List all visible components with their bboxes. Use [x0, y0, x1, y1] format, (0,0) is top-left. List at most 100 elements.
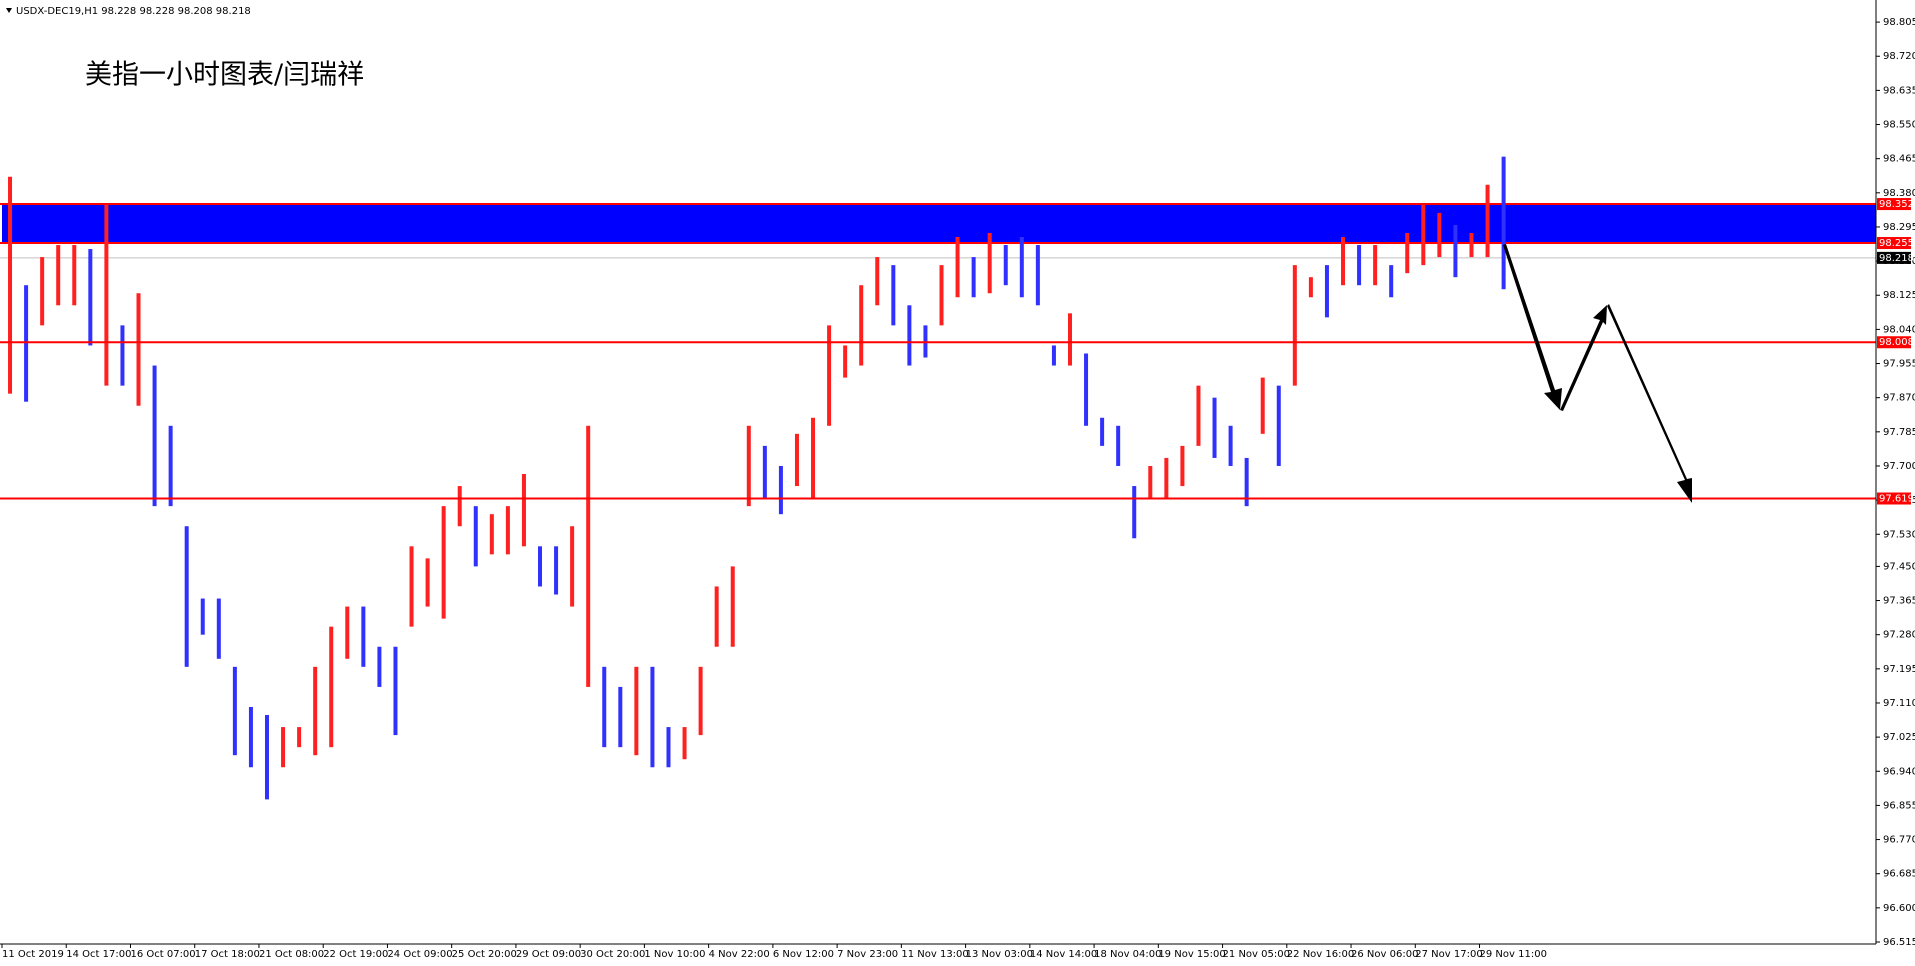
price-bar [1485, 184, 1490, 258]
price-bar [1244, 457, 1249, 507]
forecast-arrows [1503, 244, 1692, 503]
price-bar [441, 506, 446, 619]
x-tick-label: 26 Nov 06:00 [1351, 949, 1418, 960]
level-tag: 98.008 [1879, 337, 1914, 348]
price-bar [971, 257, 976, 298]
y-tick-label: 98.465 [1883, 154, 1915, 165]
menu-triangle[interactable] [6, 8, 12, 13]
price-bar [152, 365, 157, 507]
price-bar [698, 666, 703, 736]
price-bar [586, 425, 591, 687]
price-bar [1180, 445, 1185, 487]
price-bar [794, 433, 799, 487]
y-tick-label: 97.450 [1883, 561, 1915, 572]
price-bar [313, 666, 318, 756]
price-bar [329, 626, 334, 748]
price-bar [1341, 236, 1346, 286]
price-bar [682, 727, 687, 760]
y-tick-label: 96.770 [1883, 835, 1915, 846]
x-tick-label: 11 Nov 13:00 [901, 949, 968, 960]
y-tick-label: 97.280 [1883, 630, 1915, 641]
price-bar [361, 606, 366, 667]
price-tag-bg [1877, 237, 1911, 250]
price-bar [1308, 277, 1313, 298]
y-tick-label: 96.940 [1883, 766, 1915, 777]
price-bar [891, 265, 896, 326]
level-tag-bg [1877, 492, 1911, 505]
price-bar [602, 666, 607, 748]
price-bar [1116, 425, 1121, 466]
price-bar [1019, 236, 1024, 298]
price-bar [136, 293, 141, 406]
price-bar [1405, 232, 1410, 274]
y-tick-label: 98.125 [1883, 290, 1915, 301]
x-tick-label: 13 Nov 03:00 [966, 949, 1033, 960]
y-tick-label: 98.380 [1883, 188, 1915, 199]
price-bar [1132, 486, 1137, 539]
price-bar [232, 666, 237, 756]
price-tag-bg [1877, 198, 1911, 211]
y-tick-label: 97.870 [1883, 393, 1915, 404]
price-bar [939, 265, 944, 326]
price-bar [1357, 245, 1362, 286]
price-bar [843, 345, 848, 378]
price-bar [281, 727, 286, 768]
price-bar [762, 445, 767, 499]
price-tag: 98.218 [1879, 253, 1914, 264]
x-tick-label: 11 Oct 2019 [2, 949, 64, 960]
y-tick-label: 98.720 [1883, 51, 1915, 62]
x-tick-label: 14 Oct 17:00 [66, 949, 131, 960]
price-bar [1164, 457, 1169, 499]
x-tick-label: 7 Nov 23:00 [837, 949, 898, 960]
x-tick-label: 30 Oct 20:00 [580, 949, 645, 960]
price-bar [56, 245, 61, 306]
x-tick-label: 25 Oct 20:00 [452, 949, 517, 960]
y-tick-label: 96.600 [1883, 903, 1915, 914]
y-tick-label: 96.685 [1883, 869, 1915, 880]
y-tick-label: 98.040 [1883, 324, 1915, 335]
price-bar [457, 486, 462, 527]
price-bar [1276, 385, 1281, 466]
y-tick-label: 98.295 [1883, 222, 1915, 233]
price-bar [1228, 425, 1233, 466]
x-tick-label: 22 Nov 16:00 [1287, 949, 1354, 960]
price-bar [859, 285, 864, 366]
y-tick-label: 97.785 [1883, 427, 1915, 438]
price-tag-bg [1877, 251, 1911, 264]
y-tick-label: 98.805 [1883, 17, 1915, 28]
price-bar [618, 686, 623, 748]
price-bar [1100, 417, 1105, 446]
plot [0, 156, 1876, 800]
arrow [1560, 305, 1607, 411]
y-tick-label: 98.550 [1883, 120, 1915, 131]
x-tick-label: 21 Nov 05:00 [1223, 949, 1290, 960]
x-tick-label: 19 Nov 15:00 [1158, 949, 1225, 960]
price-bar [907, 305, 912, 366]
price-bar [1260, 377, 1265, 434]
price-bar [473, 506, 478, 567]
price-bar [1035, 245, 1040, 306]
price-bar [1212, 397, 1217, 458]
price-bar [778, 465, 783, 515]
chart-title: 美指一小时图表/闫瑞祥 [85, 60, 364, 91]
price-tag: 98.352 [1879, 199, 1914, 210]
arrow [1607, 304, 1692, 503]
price-bar [1437, 212, 1442, 258]
y-tick-label: 97.955 [1883, 359, 1915, 370]
price-bar [168, 425, 173, 507]
x-tick-label: 6 Nov 12:00 [773, 949, 834, 960]
price-bar [538, 546, 543, 587]
price-bar [425, 558, 430, 607]
resistance-zone [2, 204, 1876, 244]
price-bar [40, 257, 45, 326]
price-bar [200, 598, 205, 635]
price-bar [714, 586, 719, 647]
price-bar [297, 727, 302, 748]
price-bar [746, 425, 751, 507]
y-tick-label: 97.025 [1883, 732, 1915, 743]
arrow [1503, 244, 1562, 410]
x-tick-label: 1 Nov 10:00 [644, 949, 705, 960]
price-bar [1501, 156, 1506, 290]
price-bar [1292, 265, 1297, 386]
